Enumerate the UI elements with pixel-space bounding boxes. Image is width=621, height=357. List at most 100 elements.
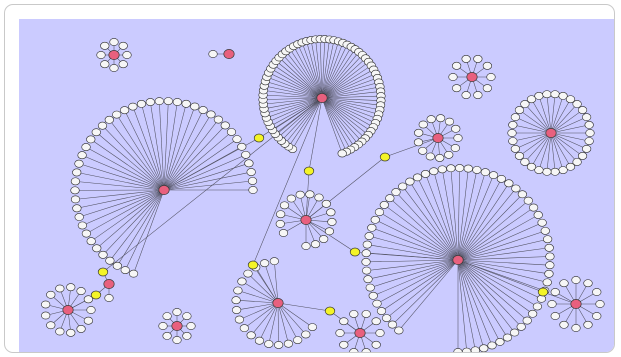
bridge-node (537, 287, 549, 297)
spoke-edge (310, 39, 323, 99)
bridge-node (324, 306, 336, 316)
leaf-node (301, 330, 311, 339)
spoke-edge (398, 259, 459, 331)
spoke-edge (512, 132, 552, 142)
spoke-edge (550, 132, 578, 163)
leaf-node (559, 320, 569, 329)
spoke-edge (321, 41, 339, 99)
spoke-edge (392, 259, 459, 325)
leaf-node (66, 328, 76, 337)
bridge-node (97, 267, 109, 277)
leaf-node (293, 336, 303, 345)
spoke-edge (550, 132, 564, 171)
spoke-edge (75, 189, 165, 200)
spoke-edge (457, 259, 485, 349)
leaf-node (544, 243, 554, 252)
spoke-edge (237, 290, 279, 304)
leaf-node (550, 167, 560, 176)
leaf-node (412, 173, 423, 182)
spoke-edge (241, 281, 279, 304)
spoke-edge (273, 64, 323, 99)
leaf-node (74, 159, 84, 168)
leaf-node (482, 84, 492, 93)
leaf-node (463, 164, 473, 173)
spoke-edge (285, 51, 323, 99)
spoke-edge (102, 189, 165, 256)
spoke-edge (321, 82, 379, 99)
leaf-node (246, 168, 256, 176)
spoke-edge (321, 44, 348, 99)
spoke-edge (163, 109, 204, 191)
leaf-node (545, 252, 555, 261)
leaf-node (324, 227, 335, 236)
leaf-node (571, 324, 581, 332)
leaf-node (542, 167, 552, 176)
leaf-node (41, 311, 51, 320)
network-diagram (19, 19, 614, 352)
hub-node (300, 215, 312, 225)
spoke-edge (86, 189, 165, 234)
leaf-node (66, 283, 76, 292)
leaf-node (98, 250, 108, 259)
spoke-edge (515, 132, 552, 150)
leaf-node (81, 229, 91, 238)
leaf-node (426, 115, 436, 124)
spoke-edge (277, 302, 298, 341)
leaf-node (172, 308, 182, 316)
spoke-edge (141, 103, 165, 191)
leaf-node (571, 276, 581, 284)
leaf-node (83, 295, 93, 304)
spoke-edge (163, 154, 246, 191)
spoke-edge (102, 125, 165, 191)
leaf-node (77, 151, 87, 160)
spoke-edge (321, 97, 363, 142)
hub-node (103, 279, 115, 289)
leaf-node (76, 325, 86, 333)
leaf-node (237, 277, 247, 286)
spoke-edge (321, 91, 381, 99)
spoke-edge (457, 259, 542, 300)
hub-node (158, 185, 170, 195)
leaf-node (86, 135, 96, 144)
leaf-node (375, 329, 385, 337)
leaf-node (162, 312, 172, 321)
hub-node (223, 49, 235, 59)
leaf-node (105, 256, 115, 265)
leaf-node (585, 129, 595, 137)
spoke-edge (163, 171, 252, 191)
spoke-edge (321, 40, 335, 99)
leaf-node (496, 174, 506, 183)
leaf-node (508, 120, 518, 129)
spoke-edge (376, 259, 459, 304)
leaf-node (158, 322, 168, 330)
leaf-node (583, 279, 593, 288)
leaf-node (70, 186, 80, 195)
leaf-node (488, 171, 499, 180)
spoke-edge (389, 197, 459, 261)
leaf-node (436, 114, 446, 123)
spoke-edge (457, 259, 550, 266)
leaf-node (565, 95, 576, 104)
leaf-node (319, 235, 329, 243)
hub-node (108, 50, 120, 60)
leaf-node (248, 186, 258, 194)
leaf-node (582, 144, 592, 153)
leaf-node (526, 95, 537, 104)
leaf-node (584, 137, 594, 146)
leaf-node (542, 90, 552, 99)
leaf-node (92, 244, 102, 253)
leaf-node (86, 306, 96, 314)
spoke-edge (321, 86, 380, 99)
leaf-node (418, 120, 428, 129)
spoke-edge (321, 97, 359, 145)
leaf-node (190, 102, 200, 111)
spoke-edge (550, 132, 556, 172)
leaf-node (74, 213, 84, 221)
diagram-background (19, 19, 614, 352)
leaf-node (119, 106, 130, 115)
leaf-node (208, 50, 218, 58)
leaf-node (387, 320, 398, 329)
leaf-node (181, 99, 191, 108)
leaf-node (487, 341, 497, 350)
spoke-edge (457, 172, 486, 261)
